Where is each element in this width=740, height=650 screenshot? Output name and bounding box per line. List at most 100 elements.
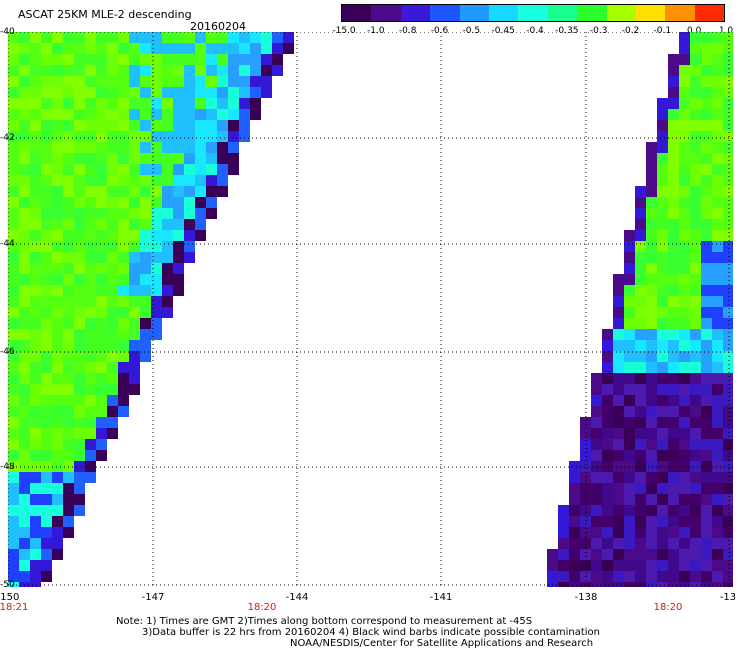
note-line-3: NOAA/NESDIS/Center for Satellite Applica… [290, 638, 594, 649]
colorbar-segment [635, 5, 666, 21]
swath-cell [668, 516, 679, 527]
swath-cell [712, 54, 723, 65]
swath-cell [8, 43, 19, 54]
colorbar-label: -0.3 [589, 26, 608, 36]
swath-cell [173, 219, 184, 230]
swath-cell [74, 329, 85, 340]
swath-cell [690, 340, 701, 351]
swath-cell [712, 87, 723, 98]
swath-cell [63, 164, 74, 175]
swath-cell [624, 373, 635, 384]
swath-cell [118, 175, 129, 186]
swath-cell [74, 65, 85, 76]
swath-cell [19, 373, 30, 384]
swath-cell [41, 98, 52, 109]
swath-cell [30, 76, 41, 87]
swath-cell [690, 252, 701, 263]
swath-cell [591, 494, 602, 505]
swath-cell [8, 351, 19, 362]
swath-cell [206, 109, 217, 120]
swath-cell [129, 384, 140, 395]
swath-cell [646, 307, 657, 318]
swath-cell [668, 230, 679, 241]
swath-cell [657, 417, 668, 428]
swath-cell [701, 98, 712, 109]
swath-cell [690, 351, 701, 362]
swath-cell [239, 54, 250, 65]
map-date: 20160204 [190, 20, 246, 33]
swath-cell [646, 373, 657, 384]
swath-cell [74, 263, 85, 274]
swath-cell [41, 285, 52, 296]
swath-cell [151, 186, 162, 197]
swath-cell [690, 395, 701, 406]
swath-cell [129, 43, 140, 54]
swath-cell [19, 417, 30, 428]
swath-cell [162, 32, 173, 43]
swath-cell [195, 98, 206, 109]
swath-cell [85, 384, 96, 395]
swath-cell [690, 384, 701, 395]
swath-cell [107, 54, 118, 65]
swath-cell [30, 164, 41, 175]
swath-cell [41, 351, 52, 362]
swath-cell [712, 494, 723, 505]
swath-cell [239, 120, 250, 131]
swath-cell [679, 131, 690, 142]
swath-cell [657, 131, 668, 142]
swath-cell [8, 428, 19, 439]
swath-cell [701, 494, 712, 505]
colorbar-label: -15.0 [332, 26, 356, 36]
swath-cell [250, 87, 261, 98]
swath-cell [74, 241, 85, 252]
swath-cell [96, 131, 107, 142]
swath-cell [712, 461, 723, 472]
swath-cell [184, 142, 195, 153]
swath-cell [646, 384, 657, 395]
swath-cell [52, 164, 63, 175]
swath-cell [635, 329, 646, 340]
swath-cells [8, 32, 733, 587]
swath-cell [569, 527, 580, 538]
swath-cell [173, 230, 184, 241]
swath-cell [701, 362, 712, 373]
note-line-1: Note: 1) Times are GMT 2)Times along bot… [116, 616, 533, 627]
swath-cell [646, 582, 657, 587]
swath-cell [723, 76, 733, 87]
swath-cell [129, 131, 140, 142]
swath-cell [668, 131, 679, 142]
swath-cell [635, 307, 646, 318]
swath-cell [19, 230, 30, 241]
swath-cell [173, 120, 184, 131]
swath-cell [63, 494, 74, 505]
swath-cell [8, 439, 19, 450]
swath-cell [184, 109, 195, 120]
swath-cell [679, 307, 690, 318]
swath-cell [690, 175, 701, 186]
swath-cell [63, 373, 74, 384]
swath-cell [8, 571, 19, 582]
swath-cell [118, 120, 129, 131]
swath-cell [217, 175, 228, 186]
swath-cell [668, 417, 679, 428]
swath-cell [52, 516, 63, 527]
swath-cell [41, 263, 52, 274]
swath-cell [151, 65, 162, 76]
swath-cell [162, 274, 173, 285]
swath-cell [723, 417, 733, 428]
swath-cell [19, 208, 30, 219]
swath-cell [668, 219, 679, 230]
swath-cell [63, 351, 74, 362]
swath-cell [679, 142, 690, 153]
swath-cell [723, 208, 733, 219]
swath-cell [679, 175, 690, 186]
swath-cell [184, 76, 195, 87]
swath-cell [118, 109, 129, 120]
swath-cell [701, 527, 712, 538]
swath-cell [30, 461, 41, 472]
swath-cell [41, 571, 52, 582]
swath-cell [173, 87, 184, 98]
swath-cell [624, 274, 635, 285]
swath-cell [690, 296, 701, 307]
swath-cell [151, 296, 162, 307]
